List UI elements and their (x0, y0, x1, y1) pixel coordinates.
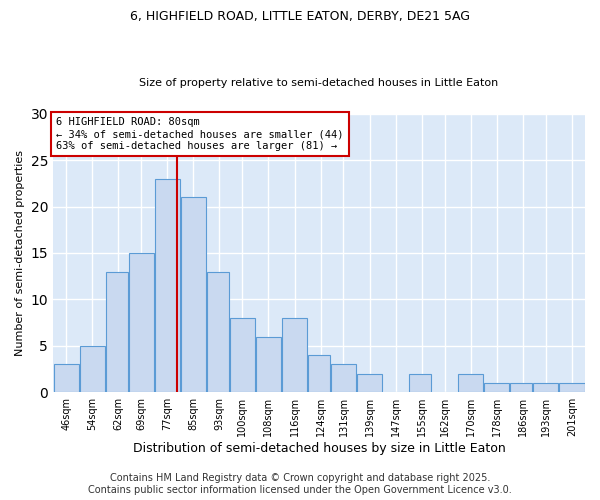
Bar (230, 318, 255, 392)
Text: 6, HIGHFIELD ROAD, LITTLE EATON, DERBY, DE21 5AG: 6, HIGHFIELD ROAD, LITTLE EATON, DERBY, … (130, 10, 470, 23)
Bar (155, 178, 180, 392)
Text: Contains HM Land Registry data © Crown copyright and database right 2025.
Contai: Contains HM Land Registry data © Crown c… (88, 474, 512, 495)
Bar (282, 318, 307, 392)
Bar (511, 383, 532, 392)
Bar (80, 346, 105, 392)
Text: 6 HIGHFIELD ROAD: 80sqm
← 34% of semi-detached houses are smaller (44)
63% of se: 6 HIGHFIELD ROAD: 80sqm ← 34% of semi-de… (56, 118, 344, 150)
Y-axis label: Number of semi-detached properties: Number of semi-detached properties (15, 150, 25, 356)
X-axis label: Distribution of semi-detached houses by size in Little Eaton: Distribution of semi-detached houses by … (133, 442, 505, 455)
Bar (207, 272, 229, 392)
Bar (357, 374, 382, 392)
Bar (106, 272, 128, 392)
Bar (256, 336, 281, 392)
Bar (458, 374, 484, 392)
Bar (308, 355, 330, 392)
Bar (484, 383, 509, 392)
Bar (409, 374, 431, 392)
Bar (181, 198, 206, 392)
Bar (53, 364, 79, 392)
Bar (128, 253, 154, 392)
Bar (331, 364, 356, 392)
Bar (533, 383, 559, 392)
Bar (559, 383, 584, 392)
Title: Size of property relative to semi-detached houses in Little Eaton: Size of property relative to semi-detach… (139, 78, 499, 88)
